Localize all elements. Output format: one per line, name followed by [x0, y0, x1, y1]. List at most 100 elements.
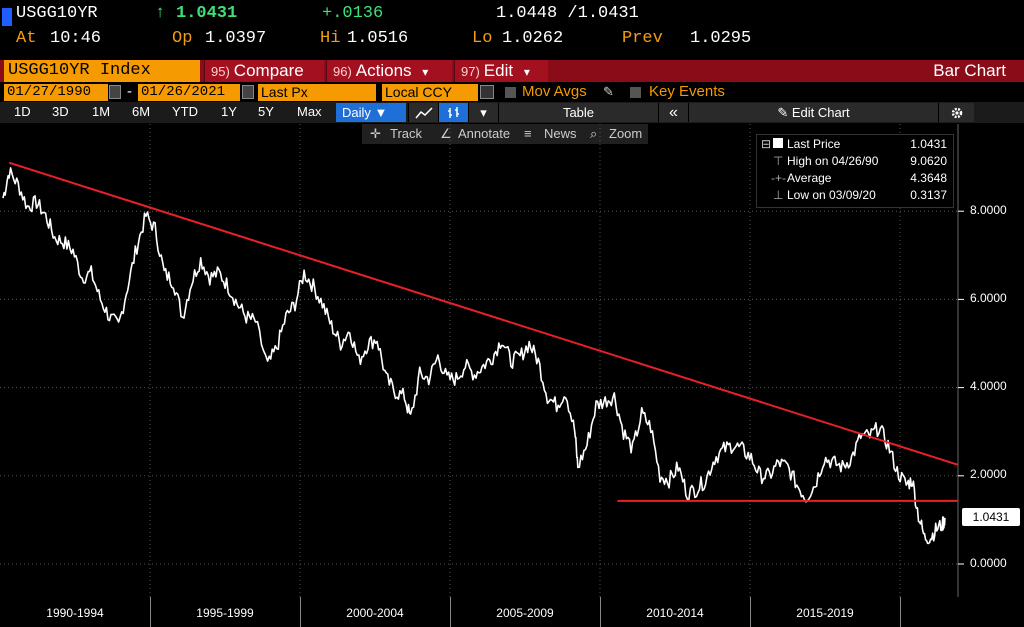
y-tick-label: 8.0000: [970, 203, 1007, 217]
chart-legend[interactable]: ⊟ Last Price 1.0431 ⊤ High on 04/26/90 9…: [756, 134, 954, 208]
open-value: 1.0397: [205, 29, 267, 48]
edit-menu-button[interactable]: 97) Edit ▾: [454, 60, 548, 82]
edit-chart-label: Edit Chart: [791, 105, 850, 120]
period-6m[interactable]: 6M: [132, 104, 151, 119]
x-period-label: 2005-2009: [496, 606, 554, 620]
trend-line: [8, 161, 959, 466]
legend-swatch: [773, 138, 783, 148]
chart-tools-bar: ✛ Track ∠ Annotate ≡ News ⌕ Zoom: [362, 124, 648, 144]
y-axis-ticks: [958, 210, 964, 565]
prev-label: Prev: [622, 29, 663, 48]
ticker-flag-marker: [2, 8, 12, 26]
compare-label: Compare: [233, 61, 304, 80]
average-marker-icon: -+-: [771, 171, 786, 185]
period-3d[interactable]: 3D: [52, 104, 69, 119]
news-button[interactable]: News: [544, 126, 577, 141]
currency-select[interactable]: Local CCY: [382, 84, 478, 101]
high-marker-icon: ⊤: [773, 154, 784, 168]
legend-collapse-icon[interactable]: ⊟: [761, 137, 772, 151]
currency-dropdown-icon[interactable]: [480, 85, 494, 99]
annotate-button[interactable]: Annotate: [458, 126, 511, 141]
key-events-label: Key Events: [649, 83, 725, 100]
collapse-icon[interactable]: «: [658, 103, 688, 122]
legend-avg-label: Average: [787, 171, 832, 185]
chart-type-label[interactable]: Bar Chart: [933, 61, 1006, 80]
x-axis: 1990-1994 1995-1999 2000-2004 2005-2009 …: [0, 597, 958, 627]
last-price-tag: 1.0431: [962, 508, 1020, 526]
edit-label: Edit: [483, 61, 514, 80]
function-toolbar: USGG10YR Index 95) Compare 96) Actions ▾ 9…: [0, 60, 1024, 82]
last-price: 1.0431: [176, 4, 238, 23]
period-1d[interactable]: 1D: [14, 104, 31, 119]
period-1m[interactable]: 1M: [92, 104, 111, 119]
actions-number: 96): [333, 64, 352, 79]
at-label: At: [16, 29, 37, 48]
edit-number: 97): [461, 64, 480, 79]
calendar-icon[interactable]: [242, 85, 254, 99]
x-axis-separator: [450, 597, 451, 627]
price-chart[interactable]: [0, 124, 1024, 597]
calendar-icon[interactable]: [109, 85, 121, 99]
period-toolbar: 1D 3D 1M 6M YTD 1Y 5Y Max Daily ▼ ▾ Tabl…: [0, 102, 1024, 123]
bid-ask: 1.0448 /1.0431: [496, 4, 639, 23]
chart-settings-row: 01/27/1990 - 01/26/2021 Last Px Local CC…: [0, 82, 1024, 102]
period-max[interactable]: Max: [297, 104, 322, 119]
gear-icon[interactable]: [938, 103, 974, 122]
edit-caret-icon: ▾: [523, 65, 530, 79]
legend-low-label: Low on 03/09/20: [787, 188, 876, 202]
edit-pencil-icon: ✎: [777, 105, 792, 120]
low-label: Lo: [472, 29, 493, 48]
actions-caret-icon: ▾: [422, 65, 429, 79]
prev-value: 1.0295: [690, 29, 752, 48]
ticker-symbol[interactable]: USGG10YR: [16, 4, 98, 23]
period-1y[interactable]: 1Y: [221, 104, 237, 119]
quote-time: 10:46: [50, 29, 102, 48]
frequency-select[interactable]: Daily ▼: [336, 103, 406, 122]
low-value: 1.0262: [502, 29, 564, 48]
y-tick-label: 4.0000: [970, 379, 1007, 393]
track-button[interactable]: Track: [390, 126, 423, 141]
price-series-line: [2, 167, 946, 545]
security-field[interactable]: USGG10YR Index: [4, 60, 200, 82]
mov-avgs-checkbox[interactable]: [505, 87, 516, 98]
period-ytd[interactable]: YTD: [172, 104, 198, 119]
table-button[interactable]: Table: [498, 103, 658, 122]
chart-grid: [0, 124, 959, 597]
x-axis-separator: [150, 597, 151, 627]
edit-chart-button[interactable]: ✎ Edit Chart: [688, 103, 938, 122]
annotate-pencil-icon: ∠: [440, 126, 452, 141]
chart-dropdown-icon[interactable]: ▾: [468, 103, 498, 122]
legend-low-value: 0.3137: [910, 188, 947, 202]
actions-menu-button[interactable]: 96) Actions ▾: [326, 60, 452, 82]
bar-chart-icon[interactable]: [438, 103, 468, 122]
date-separator: -: [127, 83, 132, 100]
high-label: Hi: [320, 29, 341, 48]
up-arrow-icon: ↑: [155, 4, 166, 23]
compare-button[interactable]: 95) Compare: [204, 60, 324, 82]
compare-number: 95): [211, 64, 230, 79]
zoom-button[interactable]: Zoom: [609, 126, 643, 141]
end-date-field[interactable]: 01/26/2021: [138, 84, 240, 101]
quote-header: USGG10YR ↑ 1.0431 +.0136 1.0448 /1.0431 …: [0, 0, 1024, 60]
news-icon: ≡: [524, 126, 532, 141]
legend-high-value: 9.0620: [910, 154, 947, 168]
x-period-label: 2000-2004: [346, 606, 404, 620]
pencil-icon[interactable]: ✎: [603, 84, 614, 99]
actions-label: Actions: [355, 61, 412, 80]
y-tick-label: 2.0000: [970, 467, 1007, 481]
key-events-checkbox[interactable]: [630, 87, 641, 98]
open-label: Op: [172, 29, 193, 48]
legend-avg-value: 4.3648: [910, 171, 947, 185]
period-5y[interactable]: 5Y: [258, 104, 274, 119]
legend-last-value: 1.0431: [910, 137, 947, 151]
start-date-field[interactable]: 01/27/1990: [4, 84, 108, 101]
price-field-select[interactable]: Last Px: [258, 84, 376, 101]
x-period-label: 1990-1994: [46, 606, 104, 620]
zoom-icon: ⌕: [590, 126, 598, 141]
x-axis-separator: [300, 597, 301, 627]
line-chart-icon[interactable]: [408, 103, 438, 122]
x-period-label: 2015-2019: [796, 606, 854, 620]
y-tick-label: 6.0000: [970, 291, 1007, 305]
x-period-label: 2010-2014: [646, 606, 704, 620]
legend-last-label: Last Price: [787, 137, 841, 151]
